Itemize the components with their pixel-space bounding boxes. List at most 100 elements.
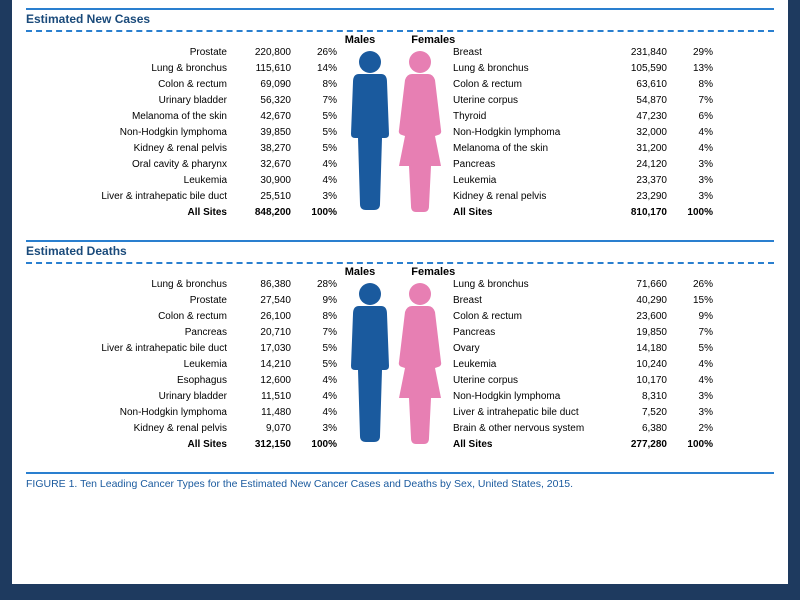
pct-cell: 9% — [673, 308, 719, 324]
site-cell: Esophagus — [81, 372, 233, 388]
pct-cell: 28% — [297, 276, 343, 292]
pct-cell: 3% — [297, 420, 343, 436]
site-cell: Colon & rectum — [447, 308, 609, 324]
table-row: Non-Hodgkin lymphoma39,8505% — [81, 124, 343, 140]
site-cell: Uterine corpus — [447, 372, 609, 388]
site-cell: Liver & intrahepatic bile duct — [81, 340, 233, 356]
table-row: Liver & intrahepatic bile duct17,0305% — [81, 340, 343, 356]
new-cases-females-table: Breast231,84029%Lung & bronchus105,59013… — [447, 44, 719, 220]
males-header: Males — [345, 34, 376, 46]
table-row: Non-Hodgkin lymphoma11,4804% — [81, 404, 343, 420]
site-cell: All Sites — [447, 436, 609, 452]
table-total-row: All Sites810,170100% — [447, 204, 719, 220]
count-cell: 20,710 — [233, 324, 297, 340]
site-cell: Breast — [447, 292, 609, 308]
table-total-row: All Sites277,280100% — [447, 436, 719, 452]
pct-cell: 7% — [673, 92, 719, 108]
table-total-row: All Sites848,200100% — [81, 204, 343, 220]
count-cell: 10,240 — [609, 356, 673, 372]
table-row: Lung & bronchus71,66026% — [447, 276, 719, 292]
deaths-panel: Lung & bronchus86,38028%Prostate27,5409%… — [26, 276, 774, 470]
pct-cell: 7% — [673, 324, 719, 340]
site-cell: Thyroid — [447, 108, 609, 124]
new-cases-section: Males Females Prostate220,80026%Lung & b… — [26, 34, 774, 238]
table-row: Colon & rectum23,6009% — [447, 308, 719, 324]
site-cell: Leukemia — [81, 356, 233, 372]
count-cell: 26,100 — [233, 308, 297, 324]
table-row: Lung & bronchus105,59013% — [447, 60, 719, 76]
site-cell: All Sites — [447, 204, 609, 220]
pct-cell: 29% — [673, 44, 719, 60]
table-row: Melanoma of the skin31,2004% — [447, 140, 719, 156]
deaths-females-table: Lung & bronchus71,66026%Breast40,29015%C… — [447, 276, 719, 452]
count-cell: 23,370 — [609, 172, 673, 188]
table-row: Thyroid47,2306% — [447, 108, 719, 124]
count-cell: 24,120 — [609, 156, 673, 172]
table-row: Urinary bladder56,3207% — [81, 92, 343, 108]
pct-cell: 4% — [673, 140, 719, 156]
males-header: Males — [345, 266, 376, 278]
pct-cell: 5% — [673, 340, 719, 356]
site-cell: Non-Hodgkin lymphoma — [81, 404, 233, 420]
pct-cell: 100% — [673, 436, 719, 452]
pct-cell: 2% — [673, 420, 719, 436]
site-cell: Non-Hodgkin lymphoma — [447, 124, 609, 140]
site-cell: All Sites — [81, 204, 233, 220]
count-cell: 10,170 — [609, 372, 673, 388]
count-cell: 23,600 — [609, 308, 673, 324]
table-row: Breast40,29015% — [447, 292, 719, 308]
table-row: Kidney & renal pelvis9,0703% — [81, 420, 343, 436]
count-cell: 231,840 — [609, 44, 673, 60]
site-cell: Liver & intrahepatic bile duct — [81, 188, 233, 204]
pct-cell: 3% — [673, 404, 719, 420]
pct-cell: 9% — [297, 292, 343, 308]
table-row: Pancreas24,1203% — [447, 156, 719, 172]
pct-cell: 6% — [673, 108, 719, 124]
dash-rule-deaths — [26, 262, 774, 264]
count-cell: 9,070 — [233, 420, 297, 436]
count-cell: 71,660 — [609, 276, 673, 292]
site-cell: Oral cavity & pharynx — [81, 156, 233, 172]
count-cell: 6,380 — [609, 420, 673, 436]
pct-cell: 4% — [297, 404, 343, 420]
count-cell: 40,290 — [609, 292, 673, 308]
count-cell: 27,540 — [233, 292, 297, 308]
female-silhouette-icon — [397, 48, 443, 238]
table-total-row: All Sites312,150100% — [81, 436, 343, 452]
pct-cell: 13% — [673, 60, 719, 76]
figure-page: Estimated New Cases Males Females Prosta… — [12, 0, 788, 584]
pct-cell: 7% — [297, 92, 343, 108]
count-cell: 56,320 — [233, 92, 297, 108]
site-cell: Pancreas — [447, 156, 609, 172]
pct-cell: 26% — [297, 44, 343, 60]
table-row: Non-Hodgkin lymphoma8,3103% — [447, 388, 719, 404]
site-cell: Prostate — [81, 292, 233, 308]
pct-cell: 3% — [673, 172, 719, 188]
table-row: Melanoma of the skin42,6705% — [81, 108, 343, 124]
pct-cell: 4% — [673, 372, 719, 388]
site-cell: Prostate — [81, 44, 233, 60]
table-row: Pancreas19,8507% — [447, 324, 719, 340]
silhouettes-new-cases — [347, 48, 443, 238]
count-cell: 86,380 — [233, 276, 297, 292]
site-cell: Lung & bronchus — [447, 276, 609, 292]
count-cell: 277,280 — [609, 436, 673, 452]
table-row: Colon & rectum69,0908% — [81, 76, 343, 92]
site-cell: Colon & rectum — [81, 308, 233, 324]
site-cell: Non-Hodgkin lymphoma — [447, 388, 609, 404]
table-row: Esophagus12,6004% — [81, 372, 343, 388]
pct-cell: 15% — [673, 292, 719, 308]
site-cell: Kidney & renal pelvis — [81, 420, 233, 436]
pct-cell: 26% — [673, 276, 719, 292]
count-cell: 7,520 — [609, 404, 673, 420]
new-cases-panel: Prostate220,80026%Lung & bronchus115,610… — [26, 44, 774, 238]
new-cases-males-table: Prostate220,80026%Lung & bronchus115,610… — [81, 44, 343, 220]
site-cell: Urinary bladder — [81, 388, 233, 404]
count-cell: 63,610 — [609, 76, 673, 92]
site-cell: Leukemia — [447, 356, 609, 372]
pct-cell: 5% — [297, 340, 343, 356]
table-row: Leukemia23,3703% — [447, 172, 719, 188]
table-row: Leukemia10,2404% — [447, 356, 719, 372]
pct-cell: 4% — [297, 172, 343, 188]
pct-cell: 5% — [297, 140, 343, 156]
